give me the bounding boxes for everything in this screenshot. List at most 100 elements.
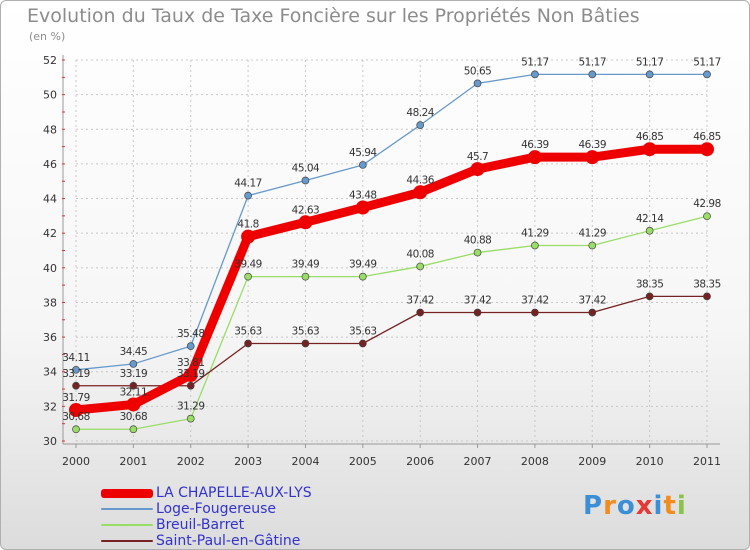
data-label: 35.63: [292, 325, 320, 337]
data-point: [72, 425, 80, 434]
data-point: [531, 70, 539, 79]
data-label: 35.63: [234, 325, 262, 337]
series-3: [72, 292, 711, 390]
y-tick-label: 36: [43, 331, 57, 344]
data-point: [531, 308, 539, 317]
data-label: 37.42: [406, 294, 434, 306]
data-point: [588, 70, 597, 79]
data-label: 50.65: [464, 65, 492, 77]
legend-swatch: [101, 488, 153, 498]
data-point: [527, 150, 542, 165]
data-label: 40.88: [464, 235, 492, 247]
data-label: 39.49: [349, 259, 377, 271]
data-label: 33.19: [62, 368, 90, 380]
data-point: [413, 185, 428, 200]
logo-letter: r: [603, 491, 617, 521]
data-point: [244, 191, 252, 200]
data-label: 51.17: [578, 56, 606, 68]
series-2: [72, 212, 711, 434]
data-point: [700, 142, 714, 157]
grid-lines: [75, 59, 708, 442]
logo-letter: P: [583, 491, 604, 521]
data-point: [703, 212, 711, 221]
data-point: [126, 397, 141, 412]
y-tick-label: 30: [43, 435, 57, 448]
data-label: 51.17: [521, 56, 549, 68]
data-point: [298, 215, 313, 230]
data-label: 37.42: [521, 294, 549, 306]
data-label: 31.29: [177, 401, 205, 413]
data-point: [585, 150, 600, 165]
y-tick-label: 34: [43, 366, 57, 379]
data-point: [241, 229, 256, 244]
logo-letter: x: [635, 491, 654, 521]
chart-title: Evolution du Taux de Taxe Foncière sur l…: [27, 5, 640, 27]
data-label: 48.24: [406, 107, 434, 119]
x-tick-label: 2004: [291, 455, 319, 468]
y-tick-label: 38: [43, 296, 57, 309]
x-tick-label: 2006: [406, 455, 434, 468]
y-tick-label: 44: [43, 193, 57, 206]
data-labels-group: 31.79 32.11 33.81 41.8 42.63 43.48 44.36 45.7 46…: [62, 56, 721, 423]
x-tick-label: 2001: [119, 455, 147, 468]
data-label: 45.94: [349, 147, 377, 159]
legend-label: LA CHAPELLE-AUX-LYS: [156, 485, 312, 501]
legend-label: Saint-Paul-en-Gâtine: [156, 533, 301, 549]
data-point: [301, 176, 310, 185]
y-tick-label: 50: [43, 89, 57, 102]
legend-swatch: [101, 540, 153, 542]
data-label: 35.63: [349, 325, 377, 337]
data-label: 42.14: [636, 213, 664, 225]
data-point: [642, 142, 657, 157]
data-point: [186, 414, 195, 423]
y-tick-label: 42: [43, 227, 57, 240]
data-point: [703, 70, 711, 79]
logo-letter: i: [676, 491, 687, 521]
data-label: 32.11: [120, 386, 148, 398]
data-label: 33.19: [120, 368, 148, 380]
legend-label: Loge-Fougereuse: [156, 501, 277, 517]
data-point: [473, 248, 482, 257]
data-label: 42.98: [693, 198, 721, 210]
data-label: 51.17: [636, 56, 664, 68]
data-point: [588, 241, 597, 250]
data-point: [416, 262, 425, 271]
x-tick-label: 2009: [578, 455, 606, 468]
data-label: 46.39: [521, 139, 549, 151]
data-point: [129, 360, 138, 368]
x-tick-label: 2007: [464, 455, 492, 468]
data-label: 41.29: [578, 227, 606, 239]
data-label: 45.04: [292, 163, 320, 175]
x-tick-label: 2010: [636, 455, 664, 468]
logo-letter: t: [663, 491, 677, 521]
data-point: [358, 339, 367, 348]
series-line: [75, 215, 708, 430]
data-label: 46.39: [578, 139, 606, 151]
series-1: [72, 70, 711, 374]
y-tick-label: 32: [43, 400, 57, 413]
data-label: 33.81: [177, 357, 205, 369]
data-point: [645, 226, 654, 235]
data-point: [473, 79, 482, 88]
x-tick-label: 2002: [177, 455, 205, 468]
data-label: 35.48: [177, 328, 205, 340]
data-point: [358, 161, 367, 169]
data-point: [301, 272, 310, 281]
legend-swatch: [101, 508, 153, 510]
data-label: 44.17: [234, 178, 262, 190]
data-label: 45.7: [467, 151, 488, 163]
data-point: [531, 241, 539, 250]
data-label: 51.17: [693, 56, 721, 68]
data-label: 39.49: [234, 259, 262, 271]
data-label: 40.08: [406, 248, 434, 260]
data-point: [129, 425, 138, 434]
data-label: 34.45: [120, 346, 148, 358]
y-tick-label: 46: [43, 158, 57, 171]
data-point: [244, 339, 252, 348]
data-label: 44.36: [406, 174, 434, 186]
data-point: [473, 308, 482, 317]
x-tick-label: 2003: [234, 455, 262, 468]
data-label: 38.35: [636, 278, 664, 290]
data-label: 41.8: [237, 219, 258, 231]
